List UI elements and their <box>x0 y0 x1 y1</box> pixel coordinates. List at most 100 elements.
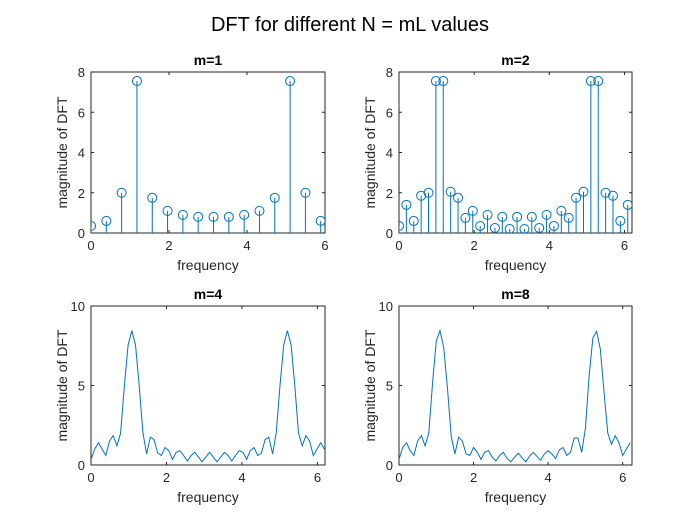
y-tick-label: 8 <box>386 65 393 80</box>
x-tick-label: 4 <box>546 238 553 253</box>
stem-marker <box>408 215 419 226</box>
stem-marker <box>254 205 265 216</box>
y-axis-label: magnitude of DFT <box>54 329 70 441</box>
y-tick-label: 10 <box>71 299 85 314</box>
series-line <box>399 328 631 463</box>
y-tick-label: 2 <box>78 186 85 201</box>
stem-marker <box>401 199 412 210</box>
stem-marker <box>607 190 618 201</box>
axes-box <box>398 71 633 234</box>
stem-marker <box>423 187 434 198</box>
x-tick-label: 6 <box>314 470 321 485</box>
stem-marker <box>497 211 508 222</box>
stem-marker <box>438 76 449 87</box>
stem-marker <box>519 223 530 233</box>
subplot-2: 0 2 4 6 0 2 4 6 8 m=2 frequency magnitude of DFT <box>362 52 633 273</box>
x-axis-label: frequency <box>485 489 546 505</box>
stem-marker <box>622 199 632 210</box>
stem-marker <box>541 209 552 220</box>
x-axis-label: frequency <box>177 257 238 273</box>
subplot-3: 0 2 4 6 0 5 10 m=4 frequency magnitude of DFT <box>54 286 326 505</box>
figure-supertitle: DFT for different N = mL values <box>211 14 489 36</box>
y-tick-label: 6 <box>78 105 85 120</box>
stem-marker <box>615 215 626 226</box>
stem-marker <box>399 220 404 231</box>
stem-marker <box>489 222 500 233</box>
y-axis-label: magnitude of DFT <box>362 329 378 441</box>
x-tick-label: 0 <box>395 238 402 253</box>
y-tick-label: 4 <box>78 146 85 161</box>
stem-marker <box>147 192 158 203</box>
series-layer <box>399 328 631 463</box>
y-tick-label: 2 <box>386 186 393 201</box>
y-tick-label: 10 <box>379 299 393 314</box>
y-tick-label: 6 <box>386 105 393 120</box>
stem-marker <box>563 212 574 223</box>
stem-marker <box>534 222 545 233</box>
y-tick-label: 8 <box>78 65 85 80</box>
x-tick-label: 4 <box>243 238 250 253</box>
stem-marker <box>208 211 219 222</box>
axes-box <box>90 305 326 466</box>
stem-marker <box>467 205 478 216</box>
stem-marker <box>600 187 611 198</box>
stem-marker <box>453 192 464 203</box>
stem-marker <box>556 205 567 216</box>
x-tick-label: 4 <box>238 470 245 485</box>
y-tick-label: 0 <box>78 458 85 473</box>
stem-marker <box>223 211 234 222</box>
x-tick-label: 2 <box>471 238 478 253</box>
series-layer <box>91 330 325 463</box>
x-axis-label: frequency <box>485 257 546 273</box>
stem-marker <box>430 76 441 87</box>
series-layer <box>399 76 632 233</box>
subplot-title: m=4 <box>194 286 223 302</box>
x-tick-label: 6 <box>619 470 626 485</box>
axes-box <box>90 71 326 234</box>
series-layer <box>91 76 325 233</box>
stem-marker <box>269 192 280 203</box>
y-tick-label: 0 <box>78 226 85 241</box>
y-axis-label: magnitude of DFT <box>362 96 378 208</box>
series-line <box>91 330 325 463</box>
x-tick-label: 2 <box>470 470 477 485</box>
stem-marker <box>101 215 112 226</box>
stem-marker <box>504 223 515 233</box>
stem-marker <box>177 209 188 220</box>
x-tick-label: 0 <box>87 238 94 253</box>
subplot-title: m=1 <box>194 52 223 68</box>
stem-marker <box>193 211 204 222</box>
stem-marker <box>460 212 471 223</box>
stem-marker <box>91 220 96 231</box>
stem-marker <box>475 220 486 231</box>
x-tick-label: 6 <box>621 238 628 253</box>
stem-marker <box>131 76 142 87</box>
x-tick-label: 2 <box>163 470 170 485</box>
stem-marker <box>578 186 589 197</box>
x-tick-label: 0 <box>395 470 402 485</box>
subplot-4: 0 2 4 6 0 5 10 m=8 frequency magnitude of DFT <box>362 286 633 505</box>
stem-marker <box>445 186 456 197</box>
stem-marker <box>239 209 250 220</box>
stem-marker <box>116 187 127 198</box>
stem-marker <box>593 76 604 87</box>
stem-marker <box>482 209 493 220</box>
axes-layer: 0 2 4 6 0 2 4 6 8 m=1 frequency magnitude of DFT 0 2 4… <box>54 52 633 505</box>
stem-marker <box>526 211 537 222</box>
y-tick-label: 5 <box>78 379 85 394</box>
stem-marker <box>416 190 427 201</box>
x-tick-label: 6 <box>321 238 328 253</box>
y-tick-label: 4 <box>386 146 393 161</box>
y-axis-label: magnitude of DFT <box>54 96 70 208</box>
axes-box <box>398 305 633 466</box>
stem-marker <box>300 187 311 198</box>
stem-marker <box>315 215 325 226</box>
x-axis-label: frequency <box>177 489 238 505</box>
y-tick-label: 0 <box>386 226 393 241</box>
stem-marker <box>285 76 296 87</box>
stem-marker <box>162 205 173 216</box>
stem-marker <box>548 220 559 231</box>
y-tick-label: 0 <box>386 458 393 473</box>
x-tick-label: 0 <box>87 470 94 485</box>
